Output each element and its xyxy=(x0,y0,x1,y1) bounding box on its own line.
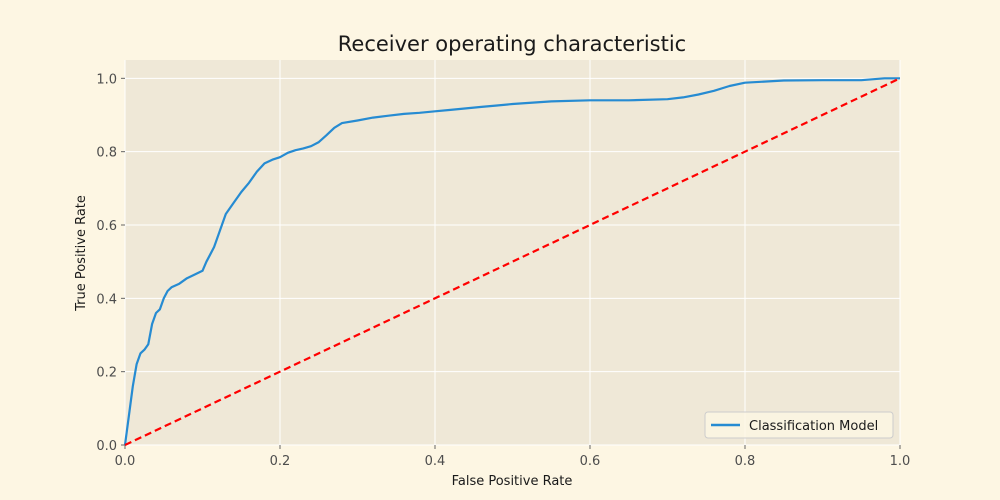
y-tick-label: 0.2 xyxy=(96,366,117,381)
x-tick-label: 0.8 xyxy=(735,454,756,469)
x-tick-label: 0.0 xyxy=(115,454,136,469)
roc-curve-classification-model xyxy=(123,77,900,446)
y-tick-label: 0.8 xyxy=(96,146,117,161)
x-axis-label: False Positive Rate xyxy=(452,474,573,489)
legend-label-classification-model: Classification Model xyxy=(749,419,878,434)
x-tick-label: 1.0 xyxy=(890,454,911,469)
x-tick-label: 0.2 xyxy=(270,454,291,469)
legend: Classification Model xyxy=(704,411,894,439)
axis-ticks: 0.0 0.2 0.4 0.6 0.8 1.0 0.0 0.2 0.4 0.6 0.8 1.0 xyxy=(96,72,910,469)
series-layer xyxy=(123,77,901,446)
y-tick-label: 0.0 xyxy=(96,439,117,454)
y-axis-label: True Positive Rate xyxy=(74,195,89,312)
x-tick-label: 0.4 xyxy=(425,454,446,469)
grid-lines xyxy=(124,60,901,446)
y-tick-label: 0.4 xyxy=(96,292,117,307)
x-tick-label: 0.6 xyxy=(580,454,601,469)
plot-area xyxy=(125,60,900,445)
chart-title: Receiver operating characteristic xyxy=(338,32,686,56)
y-tick-label: 1.0 xyxy=(96,72,117,87)
legend-box xyxy=(704,411,894,439)
y-tick-label: 0.6 xyxy=(96,219,117,234)
